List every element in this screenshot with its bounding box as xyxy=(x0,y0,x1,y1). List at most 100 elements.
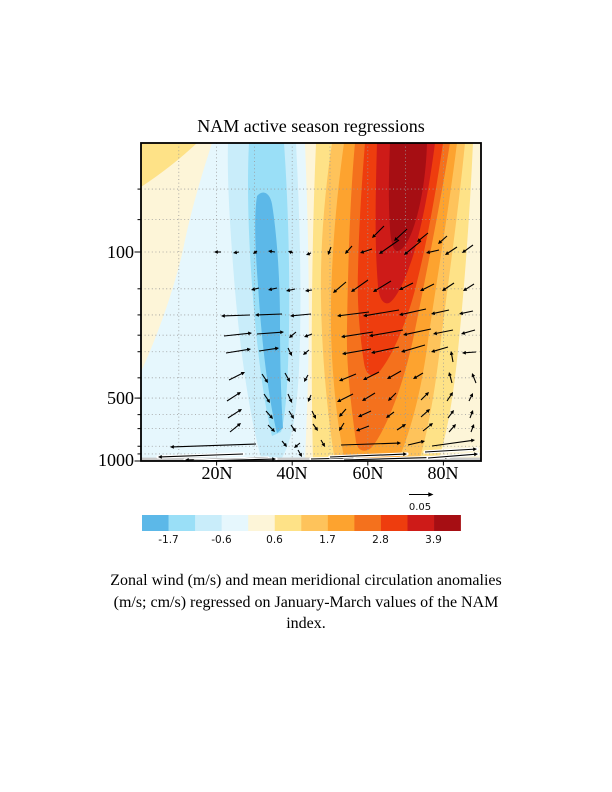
wind-vector-shaft xyxy=(380,239,400,254)
wind-vector-head xyxy=(470,438,475,443)
wind-vector-shaft xyxy=(225,348,250,354)
wind-vector-shaft xyxy=(374,280,392,292)
wind-vector-head xyxy=(305,288,310,293)
wind-vector-shaft xyxy=(395,228,408,241)
wind-vector-head xyxy=(448,372,452,377)
wind-vector-head xyxy=(337,398,342,402)
wind-vector-shaft xyxy=(338,393,354,402)
wind-vector-shaft xyxy=(402,344,426,352)
wind-vector-head xyxy=(246,347,251,352)
colorbar-tick-label: -1.7 xyxy=(158,534,179,546)
wind-vector-head xyxy=(363,376,368,380)
wind-vector-head xyxy=(426,250,431,254)
wind-vector-head xyxy=(345,249,349,254)
wind-vector-head xyxy=(337,313,342,318)
wind-vector-shaft xyxy=(372,346,400,354)
wind-vector-head xyxy=(462,350,466,355)
wind-vector-head xyxy=(424,392,429,397)
wind-vector-shaft xyxy=(329,453,406,458)
wind-vector-head xyxy=(304,377,308,382)
wind-vector-head xyxy=(362,397,367,401)
wind-vector-shaft xyxy=(460,310,474,315)
colorbar-tick-label: 3.9 xyxy=(425,534,442,546)
wind-vector-head xyxy=(304,333,309,338)
wind-vector-shaft xyxy=(364,309,400,317)
wind-vector-shaft xyxy=(462,329,476,334)
wind-vector-head xyxy=(294,444,299,448)
wind-vector-head xyxy=(221,313,225,318)
colorbar-cell xyxy=(142,515,169,531)
wind-vector-head xyxy=(251,287,256,291)
wind-vector-head xyxy=(399,312,404,317)
plot-frame xyxy=(140,142,482,462)
x-axis-tick-label: 40N xyxy=(277,463,308,483)
wind-vector-shaft xyxy=(388,370,402,379)
wind-vector-shaft xyxy=(359,410,372,417)
wind-vector-shaft xyxy=(432,309,450,315)
x-axis-tick-label: 60N xyxy=(353,463,384,483)
wind-vector-head xyxy=(473,447,477,452)
caption-line: (m/s; cm/s) regressed on January-March v… xyxy=(113,593,499,611)
wind-vector-head xyxy=(236,392,241,396)
wind-vector-shaft xyxy=(463,244,474,253)
wind-vector-head xyxy=(403,452,407,457)
wind-vector-shaft xyxy=(421,283,435,291)
wind-vector-head xyxy=(312,414,316,419)
caption-line: Zonal wind (m/s) and mean meridional cir… xyxy=(110,572,502,589)
wind-vector-head xyxy=(449,351,454,356)
wind-vector-head xyxy=(420,287,425,291)
colorbar-tick-label: -0.6 xyxy=(211,534,232,546)
figure-canvas: NAM active season regressions 100 500 10… xyxy=(98,116,482,546)
colorbar-cell xyxy=(195,515,222,531)
wind-vector-head xyxy=(272,457,276,461)
wind-vector-shaft xyxy=(342,331,374,338)
wind-vector-shaft xyxy=(223,332,251,337)
caption-line: index. xyxy=(286,615,326,632)
wind-vector-head xyxy=(341,334,346,339)
wind-vector-head xyxy=(450,410,454,415)
colorbar-cell xyxy=(354,515,382,531)
wind-vector-shaft xyxy=(258,347,278,352)
wind-vector-head xyxy=(428,423,433,427)
wind-vector-head xyxy=(360,249,365,254)
wind-vector-head xyxy=(431,349,436,353)
wind-vector-head xyxy=(333,289,338,293)
wind-vector-shaft xyxy=(432,346,449,352)
wind-vector-shaft xyxy=(400,282,414,290)
wind-vector-head xyxy=(388,396,393,401)
wind-vector-shaft xyxy=(370,329,404,337)
wind-vector-head xyxy=(469,410,474,415)
wind-vector-head xyxy=(253,250,258,254)
colorbar-tick-label: 0.6 xyxy=(266,534,283,546)
wind-vector-head xyxy=(401,424,406,428)
wind-vector-head xyxy=(452,424,456,429)
wind-vector-shaft xyxy=(373,225,385,237)
wind-vector-head xyxy=(363,313,368,318)
y-axis-tick-label: 100 xyxy=(107,242,134,262)
colorbar-cell xyxy=(301,515,329,531)
wind-vector-head xyxy=(431,311,436,316)
wind-vector-head xyxy=(236,423,241,427)
figure-caption: Zonal wind (m/s) and mean meridional cir… xyxy=(46,570,566,635)
y-axis-tick-label: 500 xyxy=(107,388,134,408)
wind-vector-shaft xyxy=(443,282,455,291)
figure-title: NAM active season regressions xyxy=(197,116,424,136)
wind-vector-head xyxy=(403,332,408,337)
wind-vector-shaft xyxy=(256,331,283,335)
wind-vector-shaft xyxy=(338,311,370,317)
wind-vector-head xyxy=(170,444,174,449)
wind-vector-head xyxy=(286,288,291,293)
wind-vector-shaft xyxy=(343,348,372,355)
wind-vector-head xyxy=(404,251,409,255)
wind-vector-head xyxy=(474,452,478,457)
wind-vector-head xyxy=(269,414,273,419)
wind-vector-shaft xyxy=(227,409,241,419)
wind-vector-head xyxy=(306,251,311,256)
wind-vector-head xyxy=(420,440,425,444)
wind-vector-head xyxy=(438,240,443,244)
wind-vector-shaft xyxy=(407,440,424,446)
wind-vector-shaft xyxy=(434,329,454,335)
wind-vector-head xyxy=(255,312,259,317)
colorbar-cell xyxy=(221,515,249,531)
wind-vector-shaft xyxy=(291,313,312,317)
